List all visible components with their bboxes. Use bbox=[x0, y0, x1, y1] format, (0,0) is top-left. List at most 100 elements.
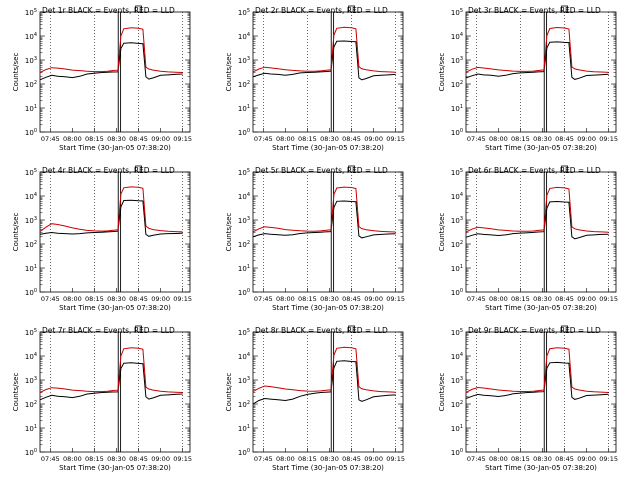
chart-title: Det 7r BLACK = Events, RED = LLD bbox=[42, 326, 175, 335]
series-line-lld bbox=[39, 27, 183, 73]
x-tick-label: 08:15 bbox=[511, 455, 530, 463]
chart-title: Det 5r BLACK = Events, RED = LLD bbox=[255, 166, 388, 175]
x-tick-label: 09:00 bbox=[364, 135, 383, 143]
series-line-events bbox=[465, 41, 609, 80]
x-tick-label: 08:45 bbox=[555, 135, 574, 143]
y-tick-label: 102 bbox=[238, 80, 250, 89]
y-tick-label: 102 bbox=[451, 240, 463, 249]
x-axis-label: Start Time (30-Jan-05 07:38:20) bbox=[59, 464, 171, 472]
y-tick-label: 101 bbox=[238, 424, 250, 433]
y-tick-label: 102 bbox=[25, 80, 37, 89]
x-tick-label: 07:45 bbox=[467, 455, 486, 463]
x-tick-label: 08:30 bbox=[533, 455, 552, 463]
y-tick-label: 105 bbox=[25, 8, 37, 17]
chart-title: Det 1r BLACK = Events, RED = LLD bbox=[42, 6, 175, 15]
y-tick-label: 103 bbox=[451, 56, 463, 65]
y-tick-label: 103 bbox=[238, 216, 250, 225]
y-tick-label: 104 bbox=[238, 352, 250, 361]
x-tick-label: 07:45 bbox=[41, 455, 60, 463]
series-line-lld bbox=[252, 26, 396, 73]
y-tick-label: 100 bbox=[238, 288, 250, 297]
chart-panel-8: Det 8r BLACK = Events, RED = LLD 100 101 10… bbox=[225, 325, 405, 472]
y-tick-label: 105 bbox=[238, 168, 250, 177]
x-tick-label: 09:00 bbox=[151, 455, 170, 463]
y-axis-label: Counts/sec bbox=[225, 373, 233, 412]
y-tick-label: 100 bbox=[25, 288, 37, 297]
series-line-events bbox=[252, 40, 396, 81]
y-tick-label: 103 bbox=[451, 376, 463, 385]
y-tick-label: 101 bbox=[238, 264, 250, 273]
y-tick-label: 102 bbox=[451, 400, 463, 409]
x-tick-label: 08:15 bbox=[511, 135, 530, 143]
chart-title: Det 8r BLACK = Events, RED = LLD bbox=[255, 326, 388, 335]
y-tick-label: 104 bbox=[238, 192, 250, 201]
plot-frame bbox=[39, 171, 191, 293]
y-tick-label: 105 bbox=[25, 328, 37, 337]
x-tick-label: 08:45 bbox=[129, 135, 148, 143]
x-tick-label: 08:30 bbox=[107, 135, 126, 143]
x-tick-label: 09:15 bbox=[386, 455, 405, 463]
y-tick-label: 103 bbox=[25, 216, 37, 225]
y-tick-label: 104 bbox=[25, 32, 37, 41]
y-tick-label: 102 bbox=[25, 240, 37, 249]
x-tick-label: 09:00 bbox=[577, 135, 596, 143]
x-tick-label: 08:30 bbox=[320, 135, 339, 143]
series-line-lld bbox=[252, 186, 396, 233]
chart-title: Det 9r BLACK = Events, RED = LLD bbox=[468, 326, 601, 335]
x-tick-label: 09:00 bbox=[151, 135, 170, 143]
y-tick-label: 104 bbox=[238, 32, 250, 41]
x-tick-label: 09:15 bbox=[173, 455, 192, 463]
series-line-events bbox=[252, 200, 396, 239]
y-tick-label: 103 bbox=[238, 56, 250, 65]
y-tick-label: 105 bbox=[238, 328, 250, 337]
y-tick-label: 101 bbox=[451, 424, 463, 433]
x-tick-label: 08:30 bbox=[533, 295, 552, 303]
x-tick-label: 08:15 bbox=[298, 135, 317, 143]
x-tick-label: 09:00 bbox=[577, 455, 596, 463]
y-axis-label: Counts/sec bbox=[12, 213, 20, 252]
x-tick-label: 09:00 bbox=[151, 295, 170, 303]
series-line-events bbox=[39, 199, 183, 237]
plot-frame bbox=[252, 331, 404, 453]
x-tick-label: 08:00 bbox=[63, 455, 82, 463]
x-tick-label: 08:15 bbox=[511, 295, 530, 303]
x-tick-label: 08:15 bbox=[85, 455, 104, 463]
x-tick-label: 07:45 bbox=[254, 295, 273, 303]
y-tick-label: 101 bbox=[451, 264, 463, 273]
y-tick-label: 100 bbox=[25, 448, 37, 457]
series-line-events bbox=[465, 361, 609, 400]
x-tick-label: 09:00 bbox=[364, 295, 383, 303]
y-tick-label: 103 bbox=[451, 216, 463, 225]
x-tick-label: 09:00 bbox=[577, 295, 596, 303]
y-tick-label: 100 bbox=[25, 128, 37, 137]
y-tick-label: 105 bbox=[238, 8, 250, 17]
chart-panel-2: Det 2r BLACK = Events, RED = LLD 100 101 10… bbox=[225, 5, 405, 152]
x-tick-label: 09:15 bbox=[386, 295, 405, 303]
x-tick-label: 08:00 bbox=[489, 455, 508, 463]
chart-panel-3: Det 3r BLACK = Events, RED = LLD 100 101 10… bbox=[438, 5, 618, 152]
chart-panel-6: Det 6r BLACK = Events, RED = LLD 100 101 10… bbox=[438, 165, 618, 312]
series-line-lld bbox=[252, 346, 396, 393]
series-line-events bbox=[252, 360, 396, 405]
plot-frame bbox=[252, 171, 404, 293]
x-tick-label: 08:00 bbox=[63, 135, 82, 143]
y-tick-label: 102 bbox=[451, 80, 463, 89]
y-tick-label: 104 bbox=[451, 352, 463, 361]
x-tick-label: 09:00 bbox=[364, 455, 383, 463]
x-tick-label: 09:15 bbox=[386, 135, 405, 143]
x-tick-label: 09:15 bbox=[173, 135, 192, 143]
x-tick-label: 08:45 bbox=[129, 455, 148, 463]
y-tick-label: 104 bbox=[451, 32, 463, 41]
y-tick-label: 100 bbox=[238, 448, 250, 457]
y-tick-label: 105 bbox=[25, 168, 37, 177]
x-axis-label: Start Time (30-Jan-05 07:38:20) bbox=[485, 144, 597, 152]
chart-title: Det 2r BLACK = Events, RED = LLD bbox=[255, 6, 388, 15]
y-axis-label: Counts/sec bbox=[438, 373, 446, 412]
series-line-lld bbox=[39, 186, 183, 233]
y-axis-label: Counts/sec bbox=[438, 53, 446, 92]
y-tick-label: 102 bbox=[25, 400, 37, 409]
x-tick-label: 08:00 bbox=[276, 295, 295, 303]
x-tick-label: 08:15 bbox=[85, 135, 104, 143]
series-line-lld bbox=[465, 347, 609, 393]
